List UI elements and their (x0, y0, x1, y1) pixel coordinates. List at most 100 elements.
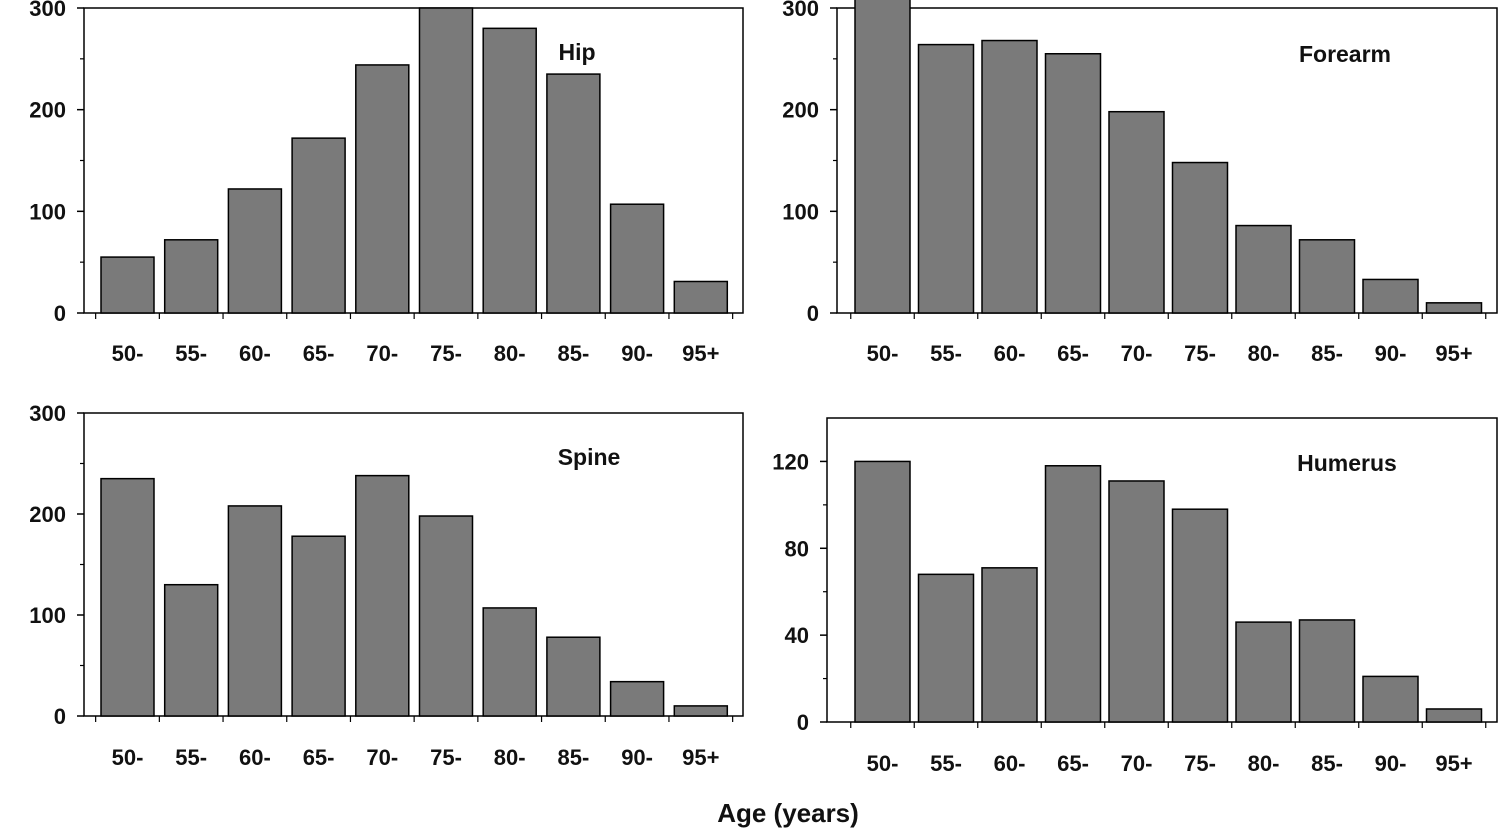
humerus-x-tick-label: 75- (1184, 751, 1216, 776)
humerus-x-tick-label: 80- (1248, 751, 1280, 776)
hip-x-tick-label: 65- (303, 341, 335, 366)
hip-bar (100, 256, 155, 314)
forearm-bar (1235, 224, 1292, 314)
humerus-bar (917, 573, 975, 723)
forearm-y-tick-label: 100 (782, 199, 819, 224)
humerus-x-tick-label: 60- (994, 751, 1026, 776)
forearm-bar (854, 0, 911, 314)
spine-bar (673, 705, 729, 717)
hip-bar (546, 73, 601, 314)
humerus-x-tick-label: 85- (1311, 751, 1343, 776)
forearm-x-tick-label: 50- (867, 341, 899, 366)
forearm-x-tick-label: 95+ (1435, 341, 1472, 366)
forearm-bar (1362, 278, 1419, 314)
forearm-bar (1425, 302, 1483, 314)
hip-x-tick-label: 95+ (682, 341, 719, 366)
humerus-y-tick-label: 40 (785, 623, 809, 648)
forearm-bar (1108, 110, 1165, 314)
spine-x-tick-label: 90- (621, 745, 653, 770)
hip-panel: 0 100 200 300 50- 55- 60- 65- 70- 75- 80- 85- 90- 95+… (29, 0, 744, 366)
spine-bar (609, 680, 665, 717)
humerus-x-tick-label: 95+ (1435, 751, 1472, 776)
forearm-x-tick-label: 60- (994, 341, 1026, 366)
forearm-bar (1044, 53, 1102, 314)
forearm-x-tick-label: 65- (1057, 341, 1089, 366)
hip-bar (609, 203, 665, 314)
forearm-bar (981, 39, 1038, 314)
forearm-panel-title: Forearm (1299, 41, 1391, 67)
spine-bar (418, 515, 474, 717)
forearm-x-tick-label: 80- (1248, 341, 1280, 366)
hip-x-tick-label: 75- (430, 341, 462, 366)
spine-bar (100, 477, 155, 717)
hip-x-tick-label: 70- (366, 341, 398, 366)
hip-y-tick-label: 100 (29, 199, 66, 224)
spine-x-tick-label: 65- (303, 745, 335, 770)
hip-bar (227, 188, 283, 314)
spine-y-tick-label: 0 (54, 704, 66, 729)
humerus-y-tick-label: 120 (772, 449, 809, 474)
humerus-y-tick-label: 0 (797, 710, 809, 735)
humerus-bar (1044, 465, 1102, 723)
humerus-bar (1425, 708, 1483, 723)
hip-x-tick-label: 80- (494, 341, 526, 366)
hip-x-tick-label: 90- (621, 341, 653, 366)
spine-x-tick-label: 60- (239, 745, 271, 770)
forearm-bar (1298, 239, 1356, 314)
hip-y-tick-label: 200 (29, 98, 66, 123)
humerus-bar (1108, 480, 1165, 723)
forearm-panel: 0 100 200 300 50- 55- 60- 65- 70- 75- 80- 85- 90- 95+… (782, 0, 1498, 366)
spine-x-tick-label: 80- (494, 745, 526, 770)
x-axis-label: Age (years) (717, 798, 859, 828)
forearm-bar (1171, 161, 1229, 314)
humerus-panel-title: Humerus (1297, 450, 1397, 476)
forearm-x-tick-label: 85- (1311, 341, 1343, 366)
spine-y-tick-label: 200 (29, 502, 66, 527)
forearm-y-tick-label: 0 (807, 301, 819, 326)
hip-bar (163, 239, 219, 314)
forearm-x-tick-label: 75- (1184, 341, 1216, 366)
spine-x-tick-label: 95+ (682, 745, 719, 770)
forearm-x-tick-label: 55- (930, 341, 962, 366)
spine-x-tick-label: 70- (366, 745, 398, 770)
humerus-x-tick-label: 55- (930, 751, 962, 776)
forearm-y-tick-label: 300 (782, 0, 819, 21)
humerus-x-tick-label: 50- (867, 751, 899, 776)
hip-x-tick-label: 85- (558, 341, 590, 366)
humerus-bar (1235, 621, 1292, 723)
forearm-x-tick-label: 70- (1121, 341, 1153, 366)
spine-panel-title: Spine (558, 444, 621, 470)
chart-panels: 0 100 200 300 50- 55- 60- 65- 70- 75- 80- 85- 90- 95+… (29, 0, 1498, 776)
spine-bar (291, 535, 346, 717)
spine-x-tick-label: 50- (112, 745, 144, 770)
humerus-x-tick-label: 90- (1375, 751, 1407, 776)
spine-x-tick-label: 55- (175, 745, 207, 770)
forearm-bar (917, 43, 975, 314)
humerus-x-tick-label: 65- (1057, 751, 1089, 776)
humerus-bar (854, 460, 911, 723)
hip-bar (291, 137, 346, 314)
humerus-panel: 0 40 80 120 50- 55- 60- 65- 70- 75- 80- 85- 90- 95+ Hu… (772, 417, 1498, 776)
spine-bar (482, 607, 537, 717)
humerus-x-tick-label: 70- (1121, 751, 1153, 776)
humerus-bar (981, 567, 1038, 723)
hip-y-tick-label: 300 (29, 0, 66, 21)
spine-bar (163, 583, 219, 717)
spine-bar (227, 505, 283, 717)
humerus-bar (1171, 508, 1229, 723)
spine-x-tick-label: 85- (558, 745, 590, 770)
hip-x-tick-label: 55- (175, 341, 207, 366)
humerus-bar (1362, 675, 1419, 723)
spine-y-tick-label: 300 (29, 401, 66, 426)
spine-panel: 0 100 200 300 50- 55- 60- 65- 70- 75- 80- 85- 90- 95+… (29, 401, 744, 770)
humerus-bar (1298, 619, 1356, 723)
hip-bar (355, 64, 410, 314)
hip-panel-title: Hip (558, 39, 595, 65)
forearm-y-tick-label: 200 (782, 98, 819, 123)
humerus-y-tick-label: 80 (785, 536, 809, 561)
hip-x-tick-label: 50- (112, 341, 144, 366)
hip-bar (418, 7, 474, 314)
spine-x-tick-label: 75- (430, 745, 462, 770)
hip-x-tick-label: 60- (239, 341, 271, 366)
